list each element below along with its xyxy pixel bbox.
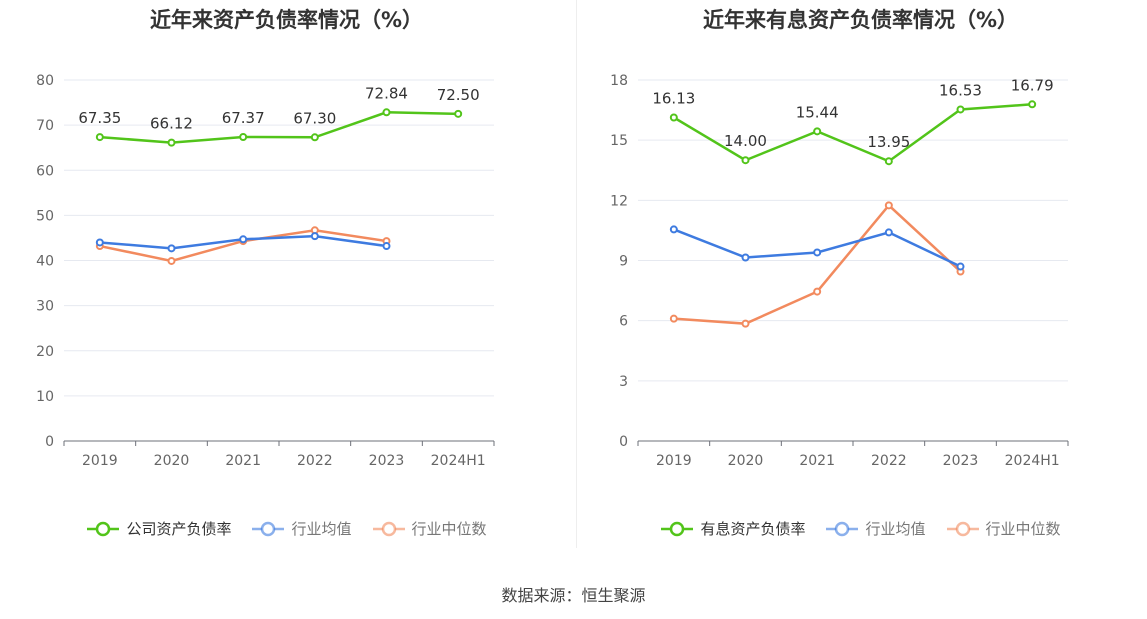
legend-label: 行业均值 xyxy=(291,520,352,538)
series-line xyxy=(673,103,1033,163)
y-tick-label: 6 xyxy=(619,314,628,330)
legend-item[interactable]: 有息资产负债率 xyxy=(660,518,805,539)
data-point xyxy=(813,287,822,296)
data-point xyxy=(310,232,319,241)
legend-label: 行业均值 xyxy=(865,520,926,538)
data-point xyxy=(884,157,893,166)
data-point xyxy=(956,262,965,271)
line-chart: 0 3 6 9 12 15 18 2019 2020 2021 2022 2023 2024H1 16.1… xyxy=(610,73,1069,469)
y-tick-label: 20 xyxy=(36,344,54,360)
legend-line-marker-icon xyxy=(87,521,120,536)
data-point xyxy=(956,105,965,114)
y-tick-label: 10 xyxy=(36,389,54,405)
data-point xyxy=(310,133,319,142)
y-tick-label: 0 xyxy=(619,434,628,450)
line-chart: 0 10 20 30 40 50 60 70 80 2019 2020 2021 2022 2023 202… xyxy=(36,73,495,469)
data-point xyxy=(382,108,391,117)
data-point xyxy=(813,127,822,136)
y-tick-label: 15 xyxy=(610,133,628,149)
y-tick-label: 9 xyxy=(619,254,628,270)
series-line xyxy=(99,111,459,144)
data-label: 14.00 xyxy=(724,132,767,150)
data-source-note: 数据来源：恒生聚源 xyxy=(501,586,646,605)
data-label: 16.79 xyxy=(1011,76,1054,94)
chart-panel-left: 近年来资产负债率情况（%） 0 10 20 30 40 50 60 70 80 2019 2020 2… xyxy=(0,0,573,560)
y-tick-label: 18 xyxy=(610,73,628,89)
chart-legend: 公司资产负债率 行业均值 行业中位数 xyxy=(0,518,573,539)
legend-line-marker-icon xyxy=(661,521,694,536)
data-point xyxy=(741,156,750,165)
data-point xyxy=(95,238,104,247)
x-tick-label: 2021 xyxy=(225,453,261,469)
legend-line-marker-icon xyxy=(946,521,979,536)
y-tick-label: 60 xyxy=(36,163,54,179)
legend-label: 公司资产负债率 xyxy=(126,520,232,538)
data-point xyxy=(382,242,391,251)
data-point xyxy=(239,235,248,244)
x-tick-label: 2023 xyxy=(943,453,979,469)
x-tick-label: 2024H1 xyxy=(431,453,486,469)
legend-line-marker-icon xyxy=(372,521,405,536)
x-tick-label: 2022 xyxy=(871,453,907,469)
y-tick-label: 50 xyxy=(36,208,54,224)
chart-title: 近年来资产负债率情况（%） xyxy=(149,8,424,32)
data-point xyxy=(95,133,104,142)
y-tick-label: 3 xyxy=(619,374,628,390)
data-label: 67.37 xyxy=(222,109,265,127)
chart-title: 近年来有息资产负债率情况（%） xyxy=(702,8,1019,32)
data-point xyxy=(239,132,248,141)
x-tick-label: 2022 xyxy=(297,453,333,469)
legend-item[interactable]: 行业中位数 xyxy=(372,518,487,539)
data-point xyxy=(884,228,893,237)
legend-label: 行业中位数 xyxy=(411,520,487,538)
chart-legend: 有息资产负债率 行业均值 行业中位数 xyxy=(574,518,1147,539)
x-tick-label: 2021 xyxy=(799,453,835,469)
x-tick-label: 2019 xyxy=(82,453,118,469)
x-tick-label: 2019 xyxy=(656,453,692,469)
x-tick-label: 2024H1 xyxy=(1005,453,1060,469)
data-point xyxy=(884,201,893,210)
y-tick-label: 30 xyxy=(36,299,54,315)
series-line xyxy=(673,203,962,325)
data-label: 16.13 xyxy=(652,90,695,108)
data-label: 67.35 xyxy=(78,109,121,127)
x-tick-label: 2023 xyxy=(369,453,405,469)
data-point xyxy=(669,225,678,234)
data-point xyxy=(813,248,822,257)
y-tick-label: 70 xyxy=(36,118,54,134)
legend-item[interactable]: 行业均值 xyxy=(825,518,926,539)
chart-panel-right: 近年来有息资产负债率情况（%） 0 3 6 9 12 15 18 2019 2020 2021 20… xyxy=(574,0,1147,560)
legend-item[interactable]: 行业均值 xyxy=(251,518,352,539)
legend-item[interactable]: 公司资产负债率 xyxy=(86,518,231,539)
data-point xyxy=(669,113,678,122)
panel-divider xyxy=(576,0,577,548)
data-label: 72.84 xyxy=(365,84,408,102)
legend-label: 行业中位数 xyxy=(985,520,1061,538)
data-point xyxy=(669,314,678,323)
data-point xyxy=(741,319,750,328)
data-label: 66.12 xyxy=(150,115,193,133)
data-point xyxy=(167,256,176,265)
y-tick-label: 12 xyxy=(610,193,628,209)
x-tick-label: 2020 xyxy=(154,453,190,469)
legend-line-marker-icon xyxy=(252,521,285,536)
data-point xyxy=(454,109,463,118)
data-point xyxy=(167,244,176,253)
legend-label: 有息资产负债率 xyxy=(700,520,806,538)
y-tick-label: 40 xyxy=(36,254,54,270)
data-label: 15.44 xyxy=(796,103,839,121)
data-label: 16.53 xyxy=(939,81,982,99)
y-tick-label: 0 xyxy=(45,434,54,450)
legend-line-marker-icon xyxy=(826,521,859,536)
y-tick-label: 80 xyxy=(36,73,54,89)
data-label: 13.95 xyxy=(867,133,910,151)
legend-item[interactable]: 行业中位数 xyxy=(946,518,1061,539)
data-point xyxy=(741,253,750,262)
x-tick-label: 2020 xyxy=(728,453,764,469)
data-label: 67.30 xyxy=(293,109,336,127)
data-point xyxy=(1028,100,1037,109)
data-label: 72.50 xyxy=(437,86,480,104)
data-point xyxy=(167,138,176,147)
